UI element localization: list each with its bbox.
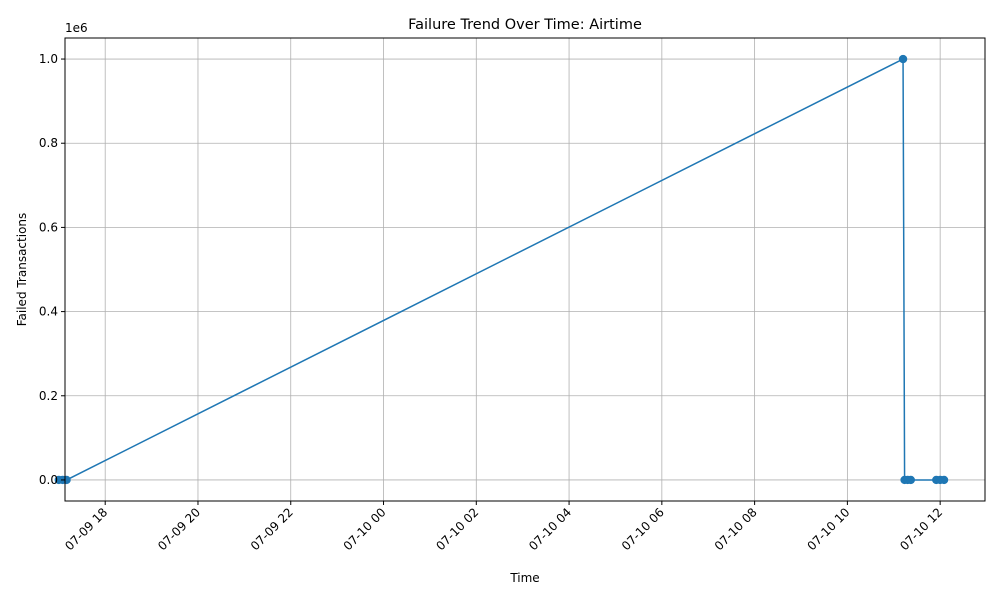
y-axis-label: Failed Transactions: [15, 213, 29, 327]
y-tick-label: 0.2: [39, 389, 58, 403]
x-tick-label: 07-10 04: [526, 505, 574, 553]
x-tick-label: 07-10 02: [433, 505, 481, 553]
x-tick-label: 07-10 08: [712, 505, 760, 553]
data-point: [939, 475, 949, 485]
x-axis-label: Time: [509, 571, 539, 585]
series-line: [58, 57, 945, 481]
x-tick-label: 07-10 06: [619, 505, 667, 553]
x-tick-label: 07-10 00: [341, 505, 389, 553]
y-tick-label: 1.0: [39, 52, 58, 66]
y-tick-label: 0.0: [39, 473, 58, 487]
y-axis-offset-label: 1e6: [65, 21, 88, 35]
x-tick-label: 07-10 10: [804, 505, 852, 553]
y-tick-label: 0.6: [39, 220, 58, 234]
data-point: [906, 475, 915, 485]
x-tick-label: 07-09 20: [155, 505, 203, 553]
y-tick-label: 0.8: [39, 136, 58, 150]
data-point: [898, 54, 908, 64]
x-tick-label: 07-10 12: [897, 505, 945, 553]
plot-frame: [64, 37, 986, 502]
y-axis-ticks: 0.0 0.2 0.4 0.6 0.8 1.0: [39, 52, 65, 487]
y-tick-label: 0.4: [39, 305, 58, 319]
chart-title: Failure Trend Over Time: Airtime: [408, 17, 642, 33]
grid: [65, 38, 985, 501]
data-point: [62, 475, 71, 485]
x-tick-label: 07-09 22: [248, 505, 296, 553]
x-tick-label: 07-09 18: [62, 505, 110, 553]
series-layer: [54, 54, 949, 485]
x-axis-ticks: 07-09 18 07-09 20 07-09 22 07-10 00 07-10 02…: [62, 501, 945, 553]
